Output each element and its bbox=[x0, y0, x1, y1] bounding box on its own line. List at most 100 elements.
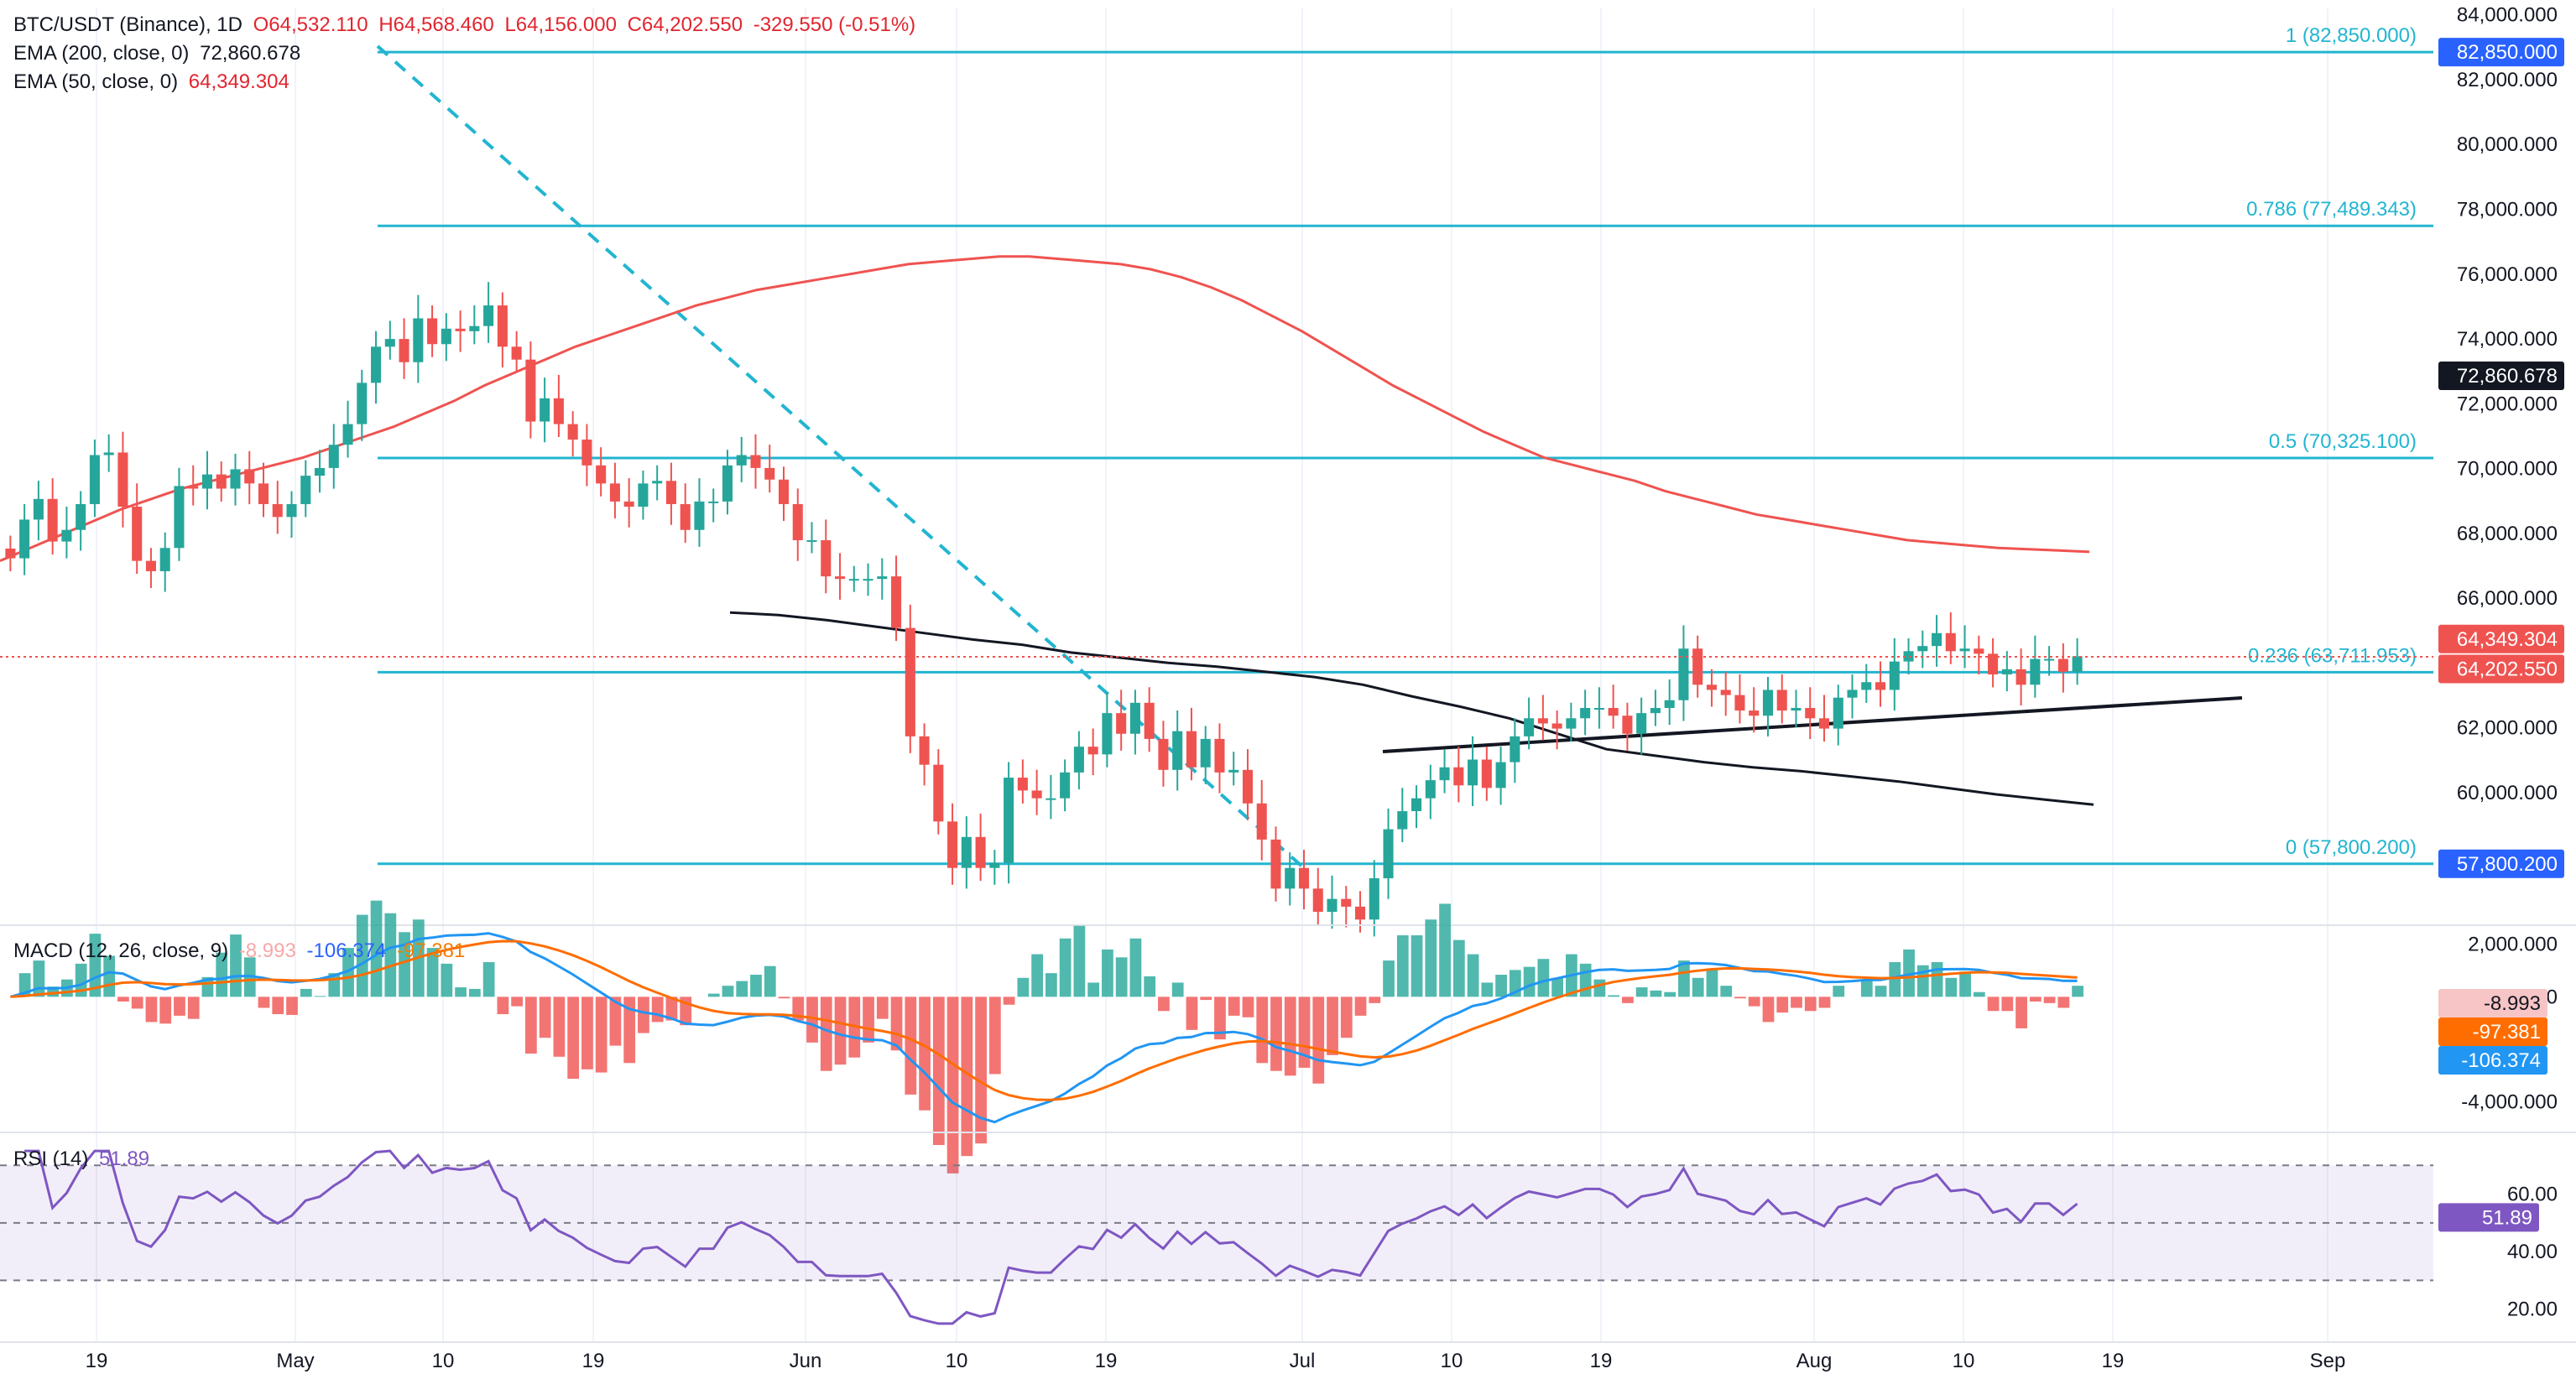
macd-histogram-bar bbox=[1158, 997, 1170, 1012]
candle-body bbox=[750, 455, 761, 468]
macd-histogram-bar bbox=[1200, 997, 1212, 1001]
macd-histogram-bar bbox=[1818, 997, 1831, 1008]
macd-histogram-bar bbox=[1875, 986, 1887, 997]
rsi-tick-label: 40.00 bbox=[2507, 1241, 2558, 1263]
rsi-legend[interactable]: RSI (14) 51.89 bbox=[13, 1146, 154, 1173]
candle-body bbox=[1734, 695, 1745, 711]
macd-histogram-bar bbox=[946, 997, 959, 1174]
macd-signal-value: -97.381 bbox=[396, 939, 466, 962]
macd-legend[interactable]: MACD (12, 26, close, 9) -8.993 -106.374 … bbox=[13, 938, 470, 965]
candle-body bbox=[1551, 723, 1562, 729]
candle-body bbox=[1256, 803, 1267, 840]
ema200-path bbox=[729, 611, 2094, 806]
change-value: -329.550 (-0.51%) bbox=[753, 13, 916, 36]
macd-histogram-bar bbox=[863, 997, 874, 1043]
candle-body bbox=[2001, 669, 2012, 674]
macd-histogram-bar bbox=[1059, 938, 1072, 997]
macd-histogram-bar bbox=[919, 997, 931, 1111]
rsi-tick-label: 60.00 bbox=[2507, 1184, 2558, 1206]
ema200-line bbox=[729, 611, 2094, 806]
macd-histogram-bar bbox=[174, 997, 185, 1016]
candle-body bbox=[1917, 646, 1928, 652]
macd-histogram-bar bbox=[638, 997, 649, 1033]
symbol-title[interactable]: BTC/USDT (Binance), 1D bbox=[13, 13, 242, 36]
candle-body bbox=[1636, 713, 1647, 734]
time-tick-label: Jul bbox=[1290, 1350, 1316, 1372]
candle-body bbox=[1959, 648, 1970, 652]
price-tag bbox=[2438, 362, 2564, 391]
candles bbox=[5, 282, 2083, 937]
fib-price-tag-text: 82,850.000 bbox=[2457, 41, 2558, 64]
macd-histogram-bar bbox=[399, 932, 410, 997]
macd-histogram-bar bbox=[961, 997, 973, 1157]
price-tick-label: 82,000.000 bbox=[2457, 69, 2558, 91]
price-axis: 84,000.000 82,000.000 80,000.000 78,000.000… bbox=[2457, 4, 2558, 804]
macd-histogram-bar bbox=[2043, 997, 2056, 1003]
macd-histogram-bar bbox=[1411, 935, 1423, 997]
candle-body bbox=[2072, 656, 2083, 672]
candle-body bbox=[1847, 690, 1858, 698]
time-tick-label: 10 bbox=[432, 1350, 455, 1372]
ema50-legend[interactable]: EMA (50, close, 0) 64,349.304 bbox=[13, 69, 295, 96]
candle-body bbox=[1312, 888, 1323, 913]
candle-body bbox=[357, 383, 368, 424]
candle-body bbox=[258, 483, 269, 504]
macd-line bbox=[10, 932, 2078, 1124]
macd-histogram-bar bbox=[258, 997, 270, 1008]
candle-body bbox=[19, 519, 30, 559]
macd-histogram-bar bbox=[1959, 971, 1971, 997]
candle-body bbox=[1073, 747, 1084, 773]
candle-body bbox=[384, 339, 395, 347]
macd-histogram-bar bbox=[988, 997, 1001, 1075]
candle-body bbox=[891, 576, 902, 628]
candle-body bbox=[1791, 707, 1802, 711]
candle-body bbox=[1932, 632, 1942, 647]
candle-body bbox=[174, 486, 185, 549]
rsi-line bbox=[24, 1149, 2078, 1325]
macd-histogram-bar bbox=[1087, 982, 1100, 997]
macd-histogram-bar bbox=[1073, 925, 1086, 997]
macd-histogram-bar bbox=[1115, 957, 1128, 997]
candle-body bbox=[1580, 707, 1591, 719]
time-tick-label: Aug bbox=[1796, 1350, 1833, 1372]
macd-histogram-bar bbox=[2057, 997, 2070, 1008]
candle-body bbox=[201, 474, 213, 489]
macd-histogram-bar bbox=[876, 997, 889, 1019]
candle-body bbox=[1622, 716, 1633, 734]
candle-body bbox=[652, 481, 663, 484]
candle-body bbox=[1833, 697, 1843, 729]
ema50-value: 64,349.304 bbox=[188, 70, 289, 93]
macd-histogram-bar bbox=[1467, 954, 1479, 997]
macd-histogram-bar bbox=[764, 965, 776, 997]
price-tick-label: 84,000.000 bbox=[2457, 4, 2558, 27]
candle-body bbox=[525, 359, 536, 422]
macd-histogram-bar bbox=[1396, 935, 1409, 997]
candle-body bbox=[1060, 772, 1071, 799]
candle-body bbox=[665, 481, 676, 504]
candle-body bbox=[638, 483, 649, 507]
candle-body bbox=[145, 560, 156, 571]
candle-body bbox=[103, 452, 114, 455]
high-value: H64,568.460 bbox=[378, 13, 494, 36]
price-grid bbox=[96, 8, 2328, 1342]
candle-body bbox=[1327, 898, 1338, 913]
candle-body bbox=[834, 576, 846, 580]
time-tick-label: 10 bbox=[1441, 1350, 1463, 1372]
macd-histogram-bar bbox=[750, 975, 762, 997]
macd-histogram-bar bbox=[511, 997, 523, 1007]
candle-body bbox=[2044, 658, 2055, 661]
macd-histogram-bar bbox=[441, 963, 453, 997]
macd-histogram-bar bbox=[89, 934, 102, 997]
macd-histogram-bar bbox=[1537, 959, 1550, 997]
candle-body bbox=[1468, 759, 1478, 786]
candle-body bbox=[1004, 778, 1014, 863]
ema200-legend[interactable]: EMA (200, close, 0) 72,860.678 bbox=[13, 40, 305, 67]
macd-histogram-bar bbox=[286, 997, 298, 1015]
macd-histogram-bar bbox=[1129, 938, 1142, 997]
macd-histogram-bar bbox=[1186, 997, 1198, 1030]
macd-histogram-bar bbox=[1608, 995, 1620, 997]
candle-body bbox=[1537, 718, 1548, 724]
macd-histogram-bar bbox=[1298, 997, 1311, 1068]
candle-body bbox=[1017, 778, 1028, 791]
